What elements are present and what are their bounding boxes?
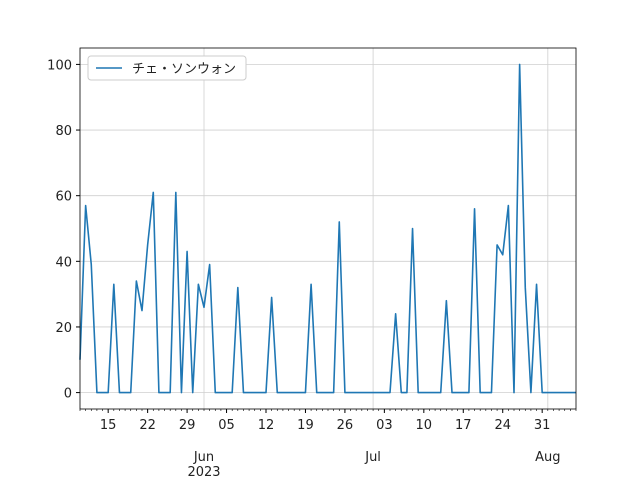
y-tick-label: 100 [47,58,72,73]
x-tick-label: 17 [455,418,472,433]
x-tick-label: 12 [258,418,275,433]
x-tick-label: 22 [139,418,156,433]
legend-box [87,55,247,81]
x-tick-label: 24 [494,418,511,433]
x-tick-label: 26 [337,418,354,433]
plot-frame [79,47,577,410]
x-tick-label: 10 [416,418,433,433]
y-tick-label: 80 [55,124,72,139]
y-tick-label: 40 [55,255,72,270]
x-tick-label-month: Jul [364,450,381,465]
y-tick-label: 20 [55,321,72,336]
x-tick-label: 03 [376,418,393,433]
x-tick-label: 15 [100,418,117,433]
y-tick-label: 60 [55,190,72,205]
x-tick-label: 31 [534,418,551,433]
x-tick-label: 05 [218,418,235,433]
y-tick-label: 0 [64,387,72,402]
x-year-label: 2023 [187,465,220,480]
x-tick-label-month: Jun [193,450,214,465]
legend-label: チェ・ソンウォン [132,62,236,77]
x-tick-label: 19 [297,418,314,433]
x-tick-label-month: Aug [535,450,560,465]
x-tick-label: 29 [179,418,196,433]
line [79,63,576,394]
